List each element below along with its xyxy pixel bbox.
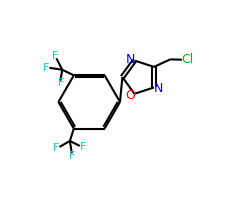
Text: Cl: Cl bbox=[181, 53, 193, 66]
Text: F: F bbox=[53, 143, 60, 153]
Text: N: N bbox=[153, 82, 163, 95]
Text: O: O bbox=[125, 89, 135, 102]
Text: F: F bbox=[58, 78, 64, 88]
Text: F: F bbox=[52, 51, 58, 61]
Text: F: F bbox=[80, 142, 86, 152]
Text: F: F bbox=[69, 151, 75, 161]
Text: F: F bbox=[43, 63, 50, 73]
Text: N: N bbox=[126, 53, 135, 66]
